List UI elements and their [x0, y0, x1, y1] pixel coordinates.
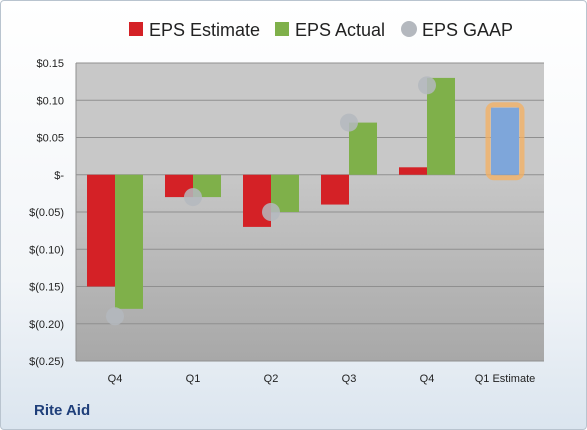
plot-area: $0.15 $0.10 $0.05 $- $(0.05) $(0.10) $(0.15) $(…	[29, 58, 544, 385]
company-label: Rite Aid	[34, 402, 91, 419]
point-eps-gaap	[418, 76, 436, 95]
x-tick-label: Q3	[342, 373, 357, 385]
legend-marker	[401, 21, 417, 37]
y-tick-label: $(0.25)	[29, 356, 64, 368]
plot-bg-lower	[76, 174, 544, 361]
y-tick-label: $(0.20)	[29, 319, 64, 331]
point-eps-gaap	[262, 203, 280, 221]
legend: EPS Estimate EPS Actual EPS GAAP	[129, 20, 513, 40]
y-tick-label: $-	[54, 170, 64, 182]
estimate-highlight	[485, 102, 525, 181]
legend-label: EPS GAAP	[422, 20, 513, 40]
point-eps-gaap	[184, 188, 202, 207]
y-tick-label: $(0.15)	[29, 282, 64, 294]
y-tick-label: $(0.10)	[29, 244, 64, 256]
bar-eps-actual	[427, 77, 455, 175]
plot-bg-upper	[76, 63, 544, 175]
x-tick-label: Q2	[264, 373, 279, 385]
bar-eps-actual	[349, 122, 377, 175]
y-tick-label: $0.05	[36, 133, 64, 145]
x-tick-label: Q4	[108, 373, 123, 385]
x-tick-label: Q1 Estimate	[475, 373, 536, 385]
legend-label: EPS Actual	[295, 20, 385, 40]
bar-eps-estimate	[399, 167, 427, 175]
y-tick-label: $0.10	[36, 95, 64, 107]
bar-eps-estimate	[87, 174, 115, 287]
bar-q1-estimate	[491, 107, 519, 175]
legend-swatch	[275, 22, 289, 36]
bar-eps-actual	[115, 174, 143, 309]
legend-swatch	[129, 22, 143, 36]
legend-label: EPS Estimate	[149, 20, 260, 40]
x-tick-label: Q4	[420, 373, 435, 385]
bar-eps-estimate	[321, 174, 349, 205]
point-eps-gaap	[340, 113, 358, 132]
point-eps-gaap	[106, 307, 124, 326]
y-tick-label: $(0.05)	[29, 207, 64, 219]
x-tick-label: Q1	[186, 373, 201, 385]
y-tick-label: $0.15	[36, 58, 64, 70]
